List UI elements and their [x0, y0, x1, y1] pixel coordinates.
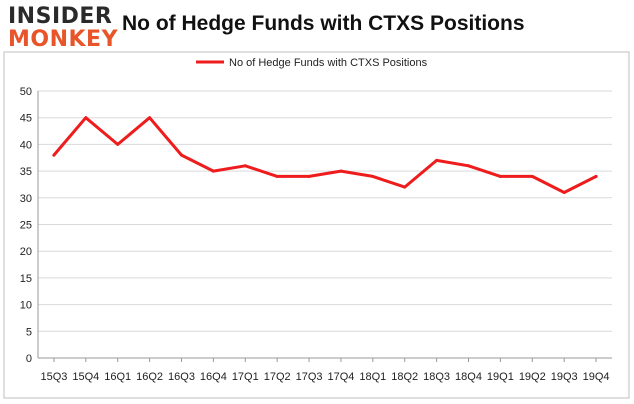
logo-monkey: MONKEY [8, 27, 119, 52]
data-point [148, 116, 152, 120]
data-point [84, 116, 88, 120]
data-point [403, 185, 407, 189]
data-point [530, 174, 534, 178]
data-point [180, 153, 183, 157]
x-tick-labels: 15Q3 15Q4 16Q1 16Q2 16Q3 16Q4 17Q1 17Q2 17Q3 17Q4… [40, 358, 610, 383]
x-tick-label: 18Q2 [391, 371, 418, 383]
axes [37, 91, 612, 359]
x-tick-label: 16Q2 [136, 371, 163, 383]
x-tick-label: 16Q4 [200, 371, 227, 383]
y-tick-label: 5 [26, 326, 32, 338]
chart-title: No of Hedge Funds with CTXS Positions [122, 12, 525, 35]
x-tick-label: 18Q4 [455, 371, 482, 383]
chart-border [3, 51, 630, 399]
data-point [275, 174, 279, 178]
x-tick-label: 17Q4 [327, 371, 354, 383]
grid-lines [38, 90, 612, 332]
legend-label: No of Hedge Funds with CTXS Positions [229, 57, 428, 69]
y-tick-label: 15 [20, 273, 32, 285]
data-point [307, 174, 311, 178]
data-point [211, 169, 215, 173]
y-tick-label: 45 [20, 113, 32, 125]
y-tick-label: 50 [20, 86, 32, 98]
y-tick-label: 10 [20, 300, 32, 312]
x-tick-label: 15Q4 [72, 371, 99, 383]
x-tick-label: 19Q2 [519, 371, 546, 383]
data-point [52, 153, 56, 157]
x-tick-label: 15Q3 [40, 371, 67, 383]
x-tick-label: 17Q3 [296, 371, 323, 383]
y-tick-label: 0 [26, 353, 32, 365]
y-tick-labels: 0 5 10 15 20 25 30 35 40 45 50 [20, 86, 32, 365]
data-point [116, 142, 120, 146]
y-tick-label: 30 [20, 193, 32, 205]
x-tick-label: 19Q1 [487, 371, 514, 383]
data-point [243, 164, 247, 168]
legend: No of Hedge Funds with CTXS Positions [196, 57, 428, 69]
x-tick-label: 19Q4 [583, 371, 610, 383]
series-line [52, 116, 598, 194]
x-tick-label: 18Q1 [359, 371, 386, 383]
x-tick-label: 19Q3 [551, 371, 578, 383]
data-point [498, 174, 502, 178]
y-tick-label: 25 [20, 220, 32, 232]
data-point [339, 169, 343, 173]
data-point [467, 164, 470, 168]
x-tick-label: 16Q3 [168, 371, 195, 383]
y-tick-label: 20 [20, 246, 32, 258]
data-point [562, 190, 566, 194]
x-tick-label: 17Q1 [232, 371, 259, 383]
y-tick-label: 35 [20, 166, 32, 178]
series-layer [52, 116, 598, 194]
x-tick-label: 17Q2 [264, 371, 291, 383]
logo-insider: INSIDER [8, 4, 113, 29]
data-point [371, 174, 375, 178]
x-tick-label: 16Q1 [104, 371, 131, 383]
data-point [435, 158, 439, 162]
x-tick-label: 18Q3 [423, 371, 450, 383]
data-point [594, 174, 598, 178]
y-tick-label: 40 [20, 139, 32, 151]
